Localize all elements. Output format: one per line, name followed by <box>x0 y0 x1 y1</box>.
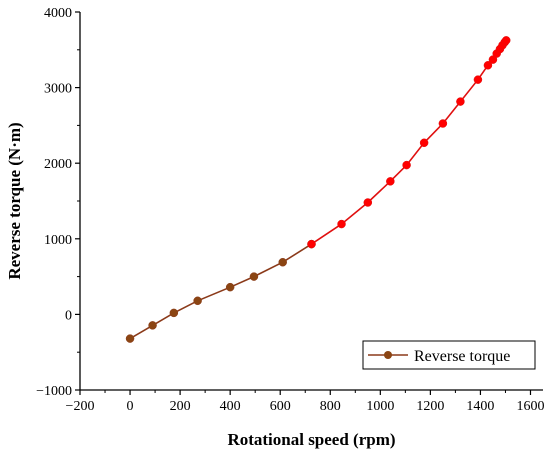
x-tick-label: 400 <box>220 399 241 414</box>
series-line <box>129 243 312 340</box>
legend-marker-sample <box>384 351 392 359</box>
data-point <box>193 296 202 306</box>
legend: Reverse torque <box>362 340 536 370</box>
data-point <box>363 198 373 207</box>
y-tick-label: −1000 <box>36 384 72 399</box>
legend-label: Reverse torque <box>414 348 510 365</box>
data-point <box>483 61 493 70</box>
x-tick-label: 0 <box>127 399 134 414</box>
x-tick-label: 800 <box>320 399 341 414</box>
x-tick-label: 1200 <box>416 399 444 414</box>
y-tick-label: 0 <box>65 308 72 323</box>
data-point <box>456 97 465 106</box>
data-point <box>225 282 235 292</box>
x-tick-label: 200 <box>170 399 191 414</box>
series-line <box>311 39 507 245</box>
data-point <box>488 55 498 64</box>
series-0 <box>125 239 316 343</box>
y-axis-title: Reverse torque (N·m) <box>5 122 24 279</box>
x-tick-label: 600 <box>270 399 291 414</box>
data-point <box>148 321 157 330</box>
data-point <box>125 334 135 343</box>
series-1 <box>307 36 511 249</box>
y-tick-label: 1000 <box>44 233 72 248</box>
data-point <box>169 308 179 318</box>
x-tick-label: 1600 <box>516 399 544 414</box>
series-layer <box>125 36 511 343</box>
x-tick-label: 1400 <box>466 399 494 414</box>
x-tick-label: −200 <box>66 399 95 414</box>
data-point <box>438 119 448 128</box>
x-axis-title: Rotational speed (rpm) <box>227 430 395 449</box>
data-point <box>278 257 287 267</box>
data-point <box>307 239 316 249</box>
y-tick-label: 3000 <box>44 82 72 97</box>
data-point <box>419 138 429 148</box>
data-point <box>337 219 346 229</box>
data-point <box>402 160 411 170</box>
data-point <box>501 36 511 45</box>
data-point <box>249 272 259 281</box>
x-tick-label: 1000 <box>366 399 394 414</box>
data-point <box>386 177 395 186</box>
y-tick-label: 4000 <box>44 6 72 21</box>
axes: −200 0 200 400 600 800 1000 1200 1400 1600 −1000 0 1… <box>36 6 544 414</box>
data-point <box>473 75 483 84</box>
y-tick-label: 2000 <box>44 157 72 172</box>
